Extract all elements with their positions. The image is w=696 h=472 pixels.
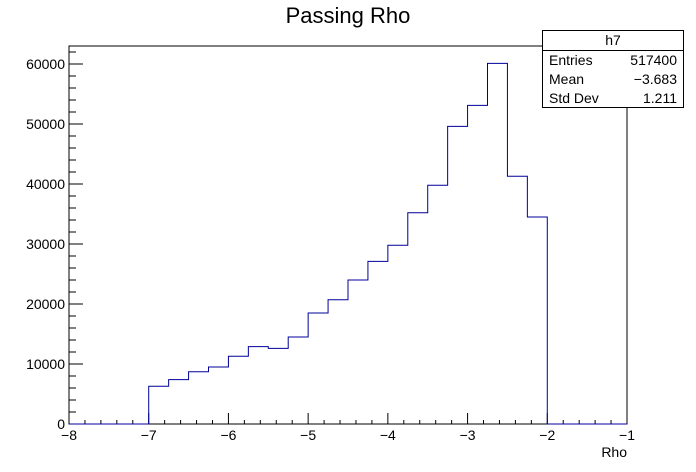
stats-box: h7 Entries 517400 Mean −3.683 Std Dev 1.… [542, 30, 684, 108]
plot-frame [68, 45, 628, 425]
stats-label: Entries [549, 52, 593, 68]
stats-value: −3.683 [633, 71, 677, 87]
x-tick-label: −3 [460, 427, 476, 443]
y-tick-label: 30000 [26, 236, 65, 252]
y-tick-label: 10000 [26, 356, 65, 372]
y-tick-label: 60000 [26, 56, 65, 72]
stats-row-mean: Mean −3.683 [543, 70, 683, 89]
x-tick-label: −7 [141, 427, 157, 443]
stats-value: 1.211 [643, 90, 677, 106]
y-tick-label: 20000 [26, 296, 65, 312]
x-tick-label: −1 [619, 427, 635, 443]
histogram-line [69, 62, 627, 425]
stats-label: Mean [549, 71, 585, 87]
x-tick-label: −6 [220, 427, 236, 443]
axes: −8 −7 −6 −5 −4 −3 −2 −1 0 10000 20000 30000 40000 500… [26, 51, 635, 443]
x-tick-label: −2 [539, 427, 555, 443]
y-tick-label: 50000 [26, 116, 65, 132]
stats-row-entries: Entries 517400 [543, 51, 683, 70]
stats-title: h7 [543, 31, 683, 51]
stats-value: 517400 [630, 52, 677, 68]
x-axis-label: Rho [601, 444, 627, 460]
x-tick-label: −8 [61, 427, 77, 443]
y-tick-label: 0 [57, 416, 65, 432]
y-tick-label: 40000 [26, 176, 65, 192]
stats-label: Std Dev [549, 90, 599, 106]
x-tick-label: −4 [380, 427, 396, 443]
chart-title: Passing Rho [286, 3, 411, 28]
x-tick-label: −5 [300, 427, 316, 443]
stats-row-stddev: Std Dev 1.211 [543, 89, 683, 108]
